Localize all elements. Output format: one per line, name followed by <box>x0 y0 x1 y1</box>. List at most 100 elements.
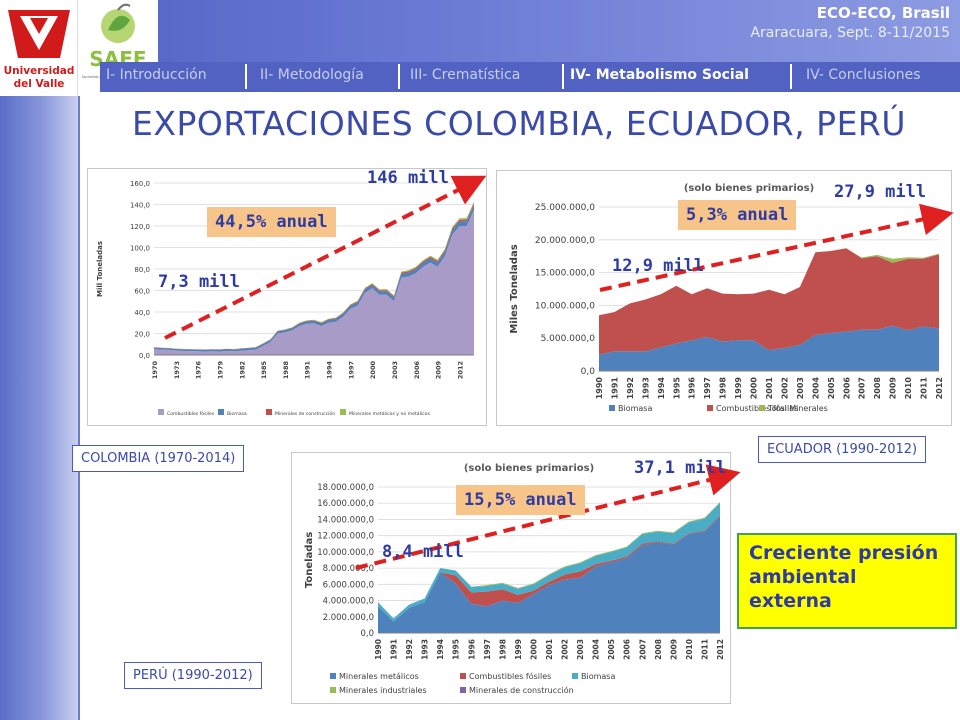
nav-item-metodologia[interactable]: II- Metodología <box>260 67 364 83</box>
peru-end-value: 37,1 mill <box>634 458 727 478</box>
legend-label: Minerales metálicos <box>339 672 419 681</box>
side-band <box>0 90 78 720</box>
legend-swatch <box>609 405 615 411</box>
x-tick-label: 1991 <box>610 377 619 400</box>
x-tick-label: 2006 <box>623 639 632 660</box>
legend-label: Biomasa <box>227 411 247 417</box>
colombia-end-value: 146 mill <box>367 168 449 188</box>
x-tick-label: 2004 <box>811 377 820 400</box>
nav-separator <box>398 64 400 89</box>
legend-label: Biomasa <box>581 672 615 681</box>
y-tick-label: 60,0 <box>134 288 150 296</box>
legend-label: Minerales de construcción <box>275 410 335 417</box>
legend-swatch <box>330 687 336 693</box>
colombia-growth-rate: 44,5% anual <box>207 207 336 237</box>
legend-swatch <box>340 409 346 415</box>
legend-swatch <box>460 687 466 693</box>
y-tick-label: 10.000.000,0 <box>317 548 374 558</box>
y-tick-label: 10.000.000,0 <box>535 301 595 311</box>
y-tick-label: 20,0 <box>134 331 150 339</box>
x-tick-label: 1988 <box>282 361 290 380</box>
ecuador-start-value: 12,9 mill <box>612 256 705 276</box>
x-tick-label: 1992 <box>626 377 635 399</box>
x-tick-label: 2007 <box>638 639 647 660</box>
y-tick-label: 6.000.000,0 <box>323 580 374 590</box>
section-nav: I- Introducción II- Metodología III- Cre… <box>100 62 960 92</box>
country-label-colombia: COLOMBIA (1970-2014) <box>72 445 245 472</box>
page-title: EXPORTACIONES COLOMBIA, ECUADOR, PERÚ <box>132 104 907 143</box>
x-tick-label: 1997 <box>347 361 355 379</box>
x-tick-label: 1998 <box>719 377 728 400</box>
x-tick-label: 1993 <box>641 377 650 399</box>
x-tick-label: 1995 <box>672 377 681 400</box>
x-tick-label: 2005 <box>607 639 616 660</box>
legend-swatch <box>158 409 164 415</box>
pressure-callout: Creciente presión ambiental externa <box>737 533 957 629</box>
x-tick-label: 1994 <box>657 377 666 400</box>
x-tick-label: 1992 <box>405 639 414 660</box>
legend-label: Minerales metálicos y no metálicos <box>349 410 430 417</box>
country-label-peru: PERÚ (1990-2012) <box>124 662 262 689</box>
x-tick-label: 2003 <box>576 639 585 660</box>
nav-item-metabolismo-social[interactable]: IV- Metabolismo Social <box>570 67 749 83</box>
org-name: ECO-ECO, Brasil <box>816 4 950 22</box>
y-tick-label: 2.000.000,0 <box>323 613 374 623</box>
x-tick-label: 1997 <box>703 377 712 399</box>
x-tick-label: 2012 <box>935 377 944 399</box>
univalle-logo: Universidad del Valle <box>0 0 78 96</box>
x-tick-label: 2006 <box>413 361 421 380</box>
country-label-ecuador: ECUADOR (1990-2012) <box>758 436 927 463</box>
side-divider <box>78 90 80 720</box>
nav-item-crematistica[interactable]: III- Crematística <box>410 67 521 83</box>
x-tick-label: 2005 <box>827 377 836 400</box>
y-tick-label: 0,0 <box>360 629 374 639</box>
legend-swatch <box>707 405 713 411</box>
univalle-text-1: Universidad <box>4 65 75 77</box>
brand-block: ECO-ECO, Brasil Araracuara, Sept. 8-11/2… <box>750 4 950 41</box>
x-tick-label: 2007 <box>858 377 867 399</box>
legend-swatch <box>266 409 272 415</box>
x-tick-label: 1999 <box>734 377 743 400</box>
nav-item-introduccion[interactable]: I- Introducción <box>106 67 207 83</box>
nav-item-conclusiones[interactable]: IV- Conclusiones <box>806 67 921 83</box>
x-tick-label: 1994 <box>436 639 445 660</box>
legend-label: Combustibles fósiles <box>167 410 215 417</box>
colombia-start-value: 7,3 mill <box>158 272 240 292</box>
x-tick-label: 1995 <box>452 639 461 660</box>
x-tick-label: 2010 <box>685 639 694 660</box>
x-tick-label: 1973 <box>173 361 181 379</box>
y-axis-label-peru: Toneladas <box>304 532 315 588</box>
nav-separator <box>562 64 564 89</box>
x-tick-label: 2010 <box>904 377 913 400</box>
x-tick-label: 2001 <box>765 377 774 400</box>
x-tick-label: 2004 <box>592 639 601 660</box>
legend-label: Biomasa <box>618 404 652 413</box>
univalle-text-2: del Valle <box>14 78 65 90</box>
event-info: Araracuara, Sept. 8-11/2015 <box>750 25 950 41</box>
y-axis-label-colombia: Mill Toneladas <box>96 241 104 297</box>
y-tick-label: 120,0 <box>130 223 150 231</box>
y-axis-label-ecuador: Miles Toneladas <box>509 244 520 333</box>
nav-separator <box>790 64 792 89</box>
legend-swatch <box>218 409 224 415</box>
x-tick-label: 1985 <box>260 361 268 380</box>
x-tick-label: 2008 <box>654 639 663 660</box>
x-tick-label: 1999 <box>514 639 523 660</box>
series-area-ecuador-0 <box>599 325 939 371</box>
chart-title-peru: (solo bienes primarios) <box>464 463 594 474</box>
legend-swatch <box>572 673 578 679</box>
legend-label: Combustibles fósiles <box>716 403 798 413</box>
legend-swatch <box>330 673 336 679</box>
x-tick-label: 2002 <box>561 639 570 660</box>
y-tick-label: 160,0 <box>130 180 150 188</box>
x-tick-label: 2012 <box>716 639 725 660</box>
x-tick-label: 1994 <box>326 361 334 380</box>
x-tick-label: 1997 <box>483 639 492 660</box>
legend-swatch <box>759 405 765 411</box>
x-tick-label: 1993 <box>421 639 430 660</box>
x-tick-label: 1996 <box>688 377 697 400</box>
x-tick-label: 2003 <box>796 377 805 399</box>
x-tick-label: 2000 <box>529 639 538 660</box>
peru-growth-rate: 15,5% anual <box>456 485 585 515</box>
x-tick-label: 2009 <box>669 639 678 660</box>
